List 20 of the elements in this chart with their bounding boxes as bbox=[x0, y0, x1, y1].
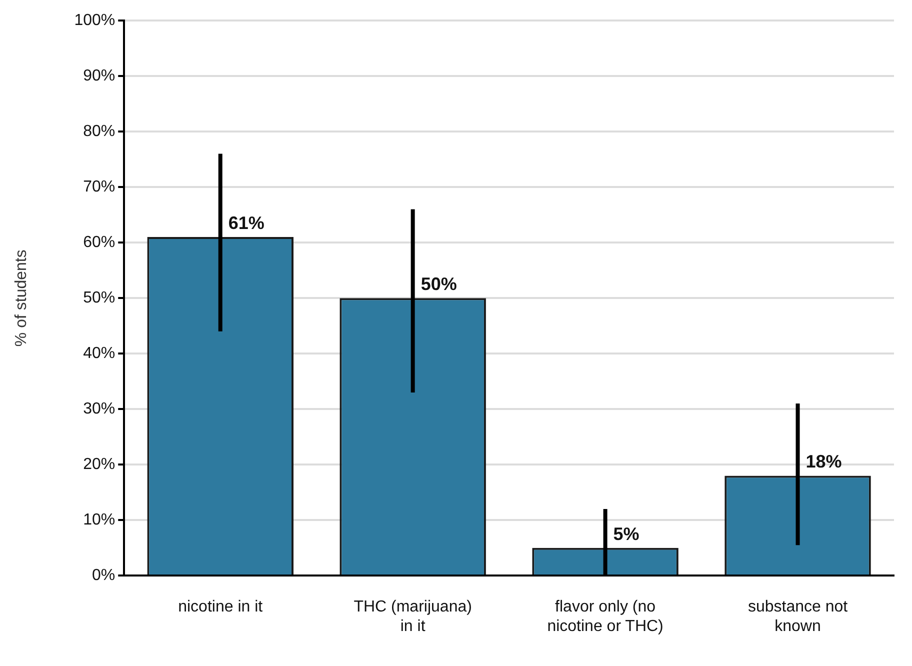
data-label: 61% bbox=[228, 213, 264, 234]
x-tick-label: substance not known bbox=[748, 598, 848, 635]
data-label: 50% bbox=[420, 274, 457, 294]
x-tick-label: nicotine in it bbox=[178, 598, 264, 616]
y-tick-label: 50% bbox=[83, 290, 116, 307]
data-label: 18% bbox=[806, 452, 842, 472]
y-tick-label: 90% bbox=[83, 68, 116, 85]
data-label: 5% bbox=[613, 524, 640, 544]
y-axis-title: % of students bbox=[13, 250, 30, 347]
y-tick-label: 0% bbox=[92, 567, 116, 584]
x-tick-label: flavor only (no nicotine or THC) bbox=[547, 598, 664, 635]
y-tick-label: 10% bbox=[83, 512, 116, 529]
y-tick-label: 60% bbox=[83, 234, 116, 252]
y-tick-label: 80% bbox=[83, 123, 116, 140]
y-tick-label: 70% bbox=[83, 178, 116, 196]
y-tick-label: 100% bbox=[74, 12, 116, 30]
y-tick-label: 30% bbox=[83, 400, 116, 418]
y-tick-label: 20% bbox=[83, 456, 116, 474]
y-tick-label: 40% bbox=[83, 345, 116, 362]
x-tick-label: THC (marijuana) in it bbox=[354, 598, 472, 635]
